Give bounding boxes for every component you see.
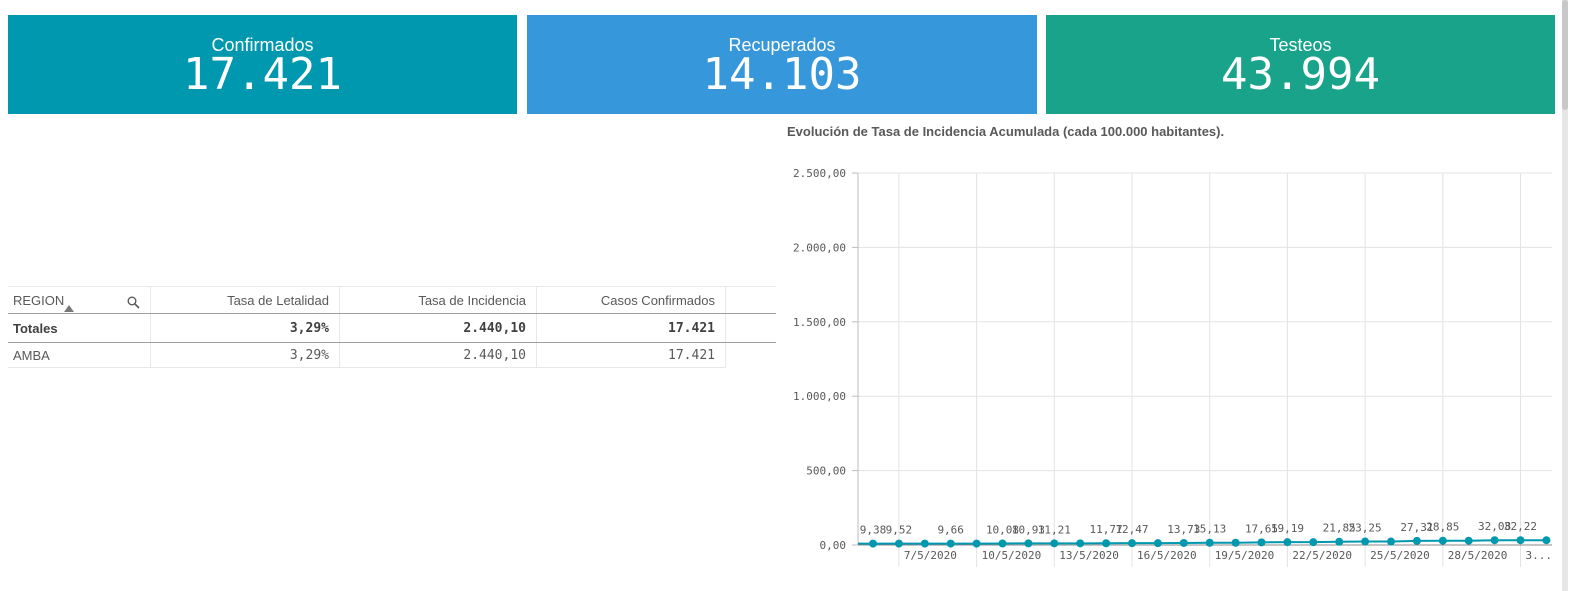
data-label: 28,85 bbox=[1426, 521, 1459, 534]
kpi-label: Confirmados bbox=[211, 35, 314, 55]
data-point bbox=[1490, 536, 1499, 545]
data-label: 10,93 bbox=[1012, 523, 1045, 536]
data-label: 19,19 bbox=[1271, 522, 1304, 535]
data-point bbox=[1335, 537, 1344, 546]
row-confirmados: 17.421 bbox=[536, 342, 726, 368]
data-label: 15,13 bbox=[1193, 523, 1226, 536]
col-header-confirmados[interactable]: Casos Confirmados bbox=[536, 286, 726, 314]
totals-letalidad: 3,29% bbox=[150, 313, 340, 343]
data-label: 11,77 bbox=[1090, 523, 1123, 536]
kpi-label: Testeos bbox=[1269, 35, 1332, 55]
data-point bbox=[1205, 538, 1214, 547]
totals-incidencia: 2.440,10 bbox=[339, 313, 537, 343]
sort-ascending-icon[interactable] bbox=[64, 305, 74, 312]
region-table: REGION Tasa de Letalidad Tasa de Inciden… bbox=[8, 286, 776, 368]
y-tick-label: 1.500,00 bbox=[793, 316, 846, 329]
col-header-letalidad[interactable]: Tasa de Letalidad bbox=[150, 286, 340, 314]
data-point bbox=[1050, 539, 1059, 548]
col-header-region[interactable]: REGION bbox=[8, 286, 151, 314]
kpi-recuperados[interactable]: Recuperados 14.103 bbox=[527, 15, 1037, 114]
y-tick-label: 500,00 bbox=[806, 465, 846, 478]
kpi-testeos[interactable]: Testeos 43.994 bbox=[1046, 15, 1555, 114]
data-point bbox=[1179, 538, 1188, 547]
y-tick-label: 0,00 bbox=[820, 539, 847, 552]
data-label: 10,08 bbox=[986, 524, 1019, 537]
y-tick-label: 2.000,00 bbox=[793, 241, 846, 254]
col-header-label: REGION bbox=[13, 292, 65, 308]
filler-cell bbox=[725, 342, 776, 368]
totals-label: Totales bbox=[8, 313, 151, 343]
data-point bbox=[972, 539, 981, 548]
x-tick-label: 22/5/2020 bbox=[1292, 549, 1352, 562]
data-point bbox=[1361, 537, 1370, 546]
y-tick-label: 2.500,00 bbox=[793, 167, 846, 180]
data-point bbox=[1464, 536, 1473, 545]
data-point bbox=[1102, 539, 1111, 548]
x-tick-label: 25/5/2020 bbox=[1370, 549, 1430, 562]
data-label: 27,31 bbox=[1400, 521, 1433, 534]
data-point bbox=[1412, 536, 1421, 545]
kpi-value: 17.421 bbox=[183, 49, 342, 100]
col-header-filler bbox=[725, 286, 776, 314]
data-label: 32,22 bbox=[1504, 520, 1537, 533]
row-region[interactable]: AMBA bbox=[8, 342, 151, 368]
totals-confirmados: 17.421 bbox=[536, 313, 726, 343]
data-point bbox=[1387, 537, 1395, 546]
x-tick-label: 10/5/2020 bbox=[982, 549, 1042, 562]
data-point bbox=[1231, 538, 1240, 547]
x-tick-label: 28/5/2020 bbox=[1448, 549, 1508, 562]
kpi-value: 14.103 bbox=[702, 49, 862, 100]
data-label: 13,73 bbox=[1167, 523, 1200, 536]
kpi-value: 43.994 bbox=[1221, 49, 1380, 100]
data-point bbox=[1076, 539, 1085, 548]
series-line bbox=[858, 539, 1547, 545]
vertical-scrollbar[interactable] bbox=[1562, 0, 1568, 591]
data-point bbox=[1283, 538, 1292, 547]
data-point bbox=[1516, 536, 1525, 545]
data-point bbox=[869, 539, 877, 548]
kpi-label: Recuperados bbox=[728, 35, 836, 55]
data-label: 23,25 bbox=[1349, 522, 1382, 535]
data-point bbox=[998, 539, 1007, 548]
data-label: 12,47 bbox=[1115, 523, 1148, 536]
data-point bbox=[894, 539, 903, 548]
data-point bbox=[1257, 538, 1266, 547]
x-tick-label: 16/5/2020 bbox=[1137, 549, 1197, 562]
data-label: 9,66 bbox=[937, 524, 964, 537]
data-point bbox=[1438, 536, 1447, 545]
x-tick-label: 19/5/2020 bbox=[1215, 549, 1275, 562]
row-incidencia: 2.440,10 bbox=[339, 342, 537, 368]
incidence-line-chart[interactable]: 0,00 500,00 1.000,00 1.500,00 2.000,00 2.500,… bbox=[780, 155, 1560, 591]
data-point bbox=[946, 539, 955, 548]
search-icon[interactable] bbox=[127, 296, 140, 309]
data-point bbox=[1309, 538, 1318, 547]
data-point bbox=[1128, 539, 1136, 548]
filler-cell bbox=[725, 313, 776, 343]
data-label: 21,85 bbox=[1323, 522, 1356, 535]
data-label: 9,52 bbox=[886, 524, 913, 537]
data-point bbox=[1542, 536, 1551, 545]
y-tick-label: 1.000,00 bbox=[793, 390, 846, 403]
col-header-incidencia[interactable]: Tasa de Incidencia bbox=[339, 286, 537, 314]
totals-row: Totales 3,29% 2.440,10 17.421 bbox=[8, 313, 776, 343]
x-tick-label: 3... bbox=[1526, 549, 1553, 562]
data-label: 9,38 bbox=[860, 524, 887, 537]
chart-title: Evolución de Tasa de Incidencia Acumulad… bbox=[787, 124, 1225, 139]
row-letalidad: 3,29% bbox=[150, 342, 340, 368]
x-tick-label: 13/5/2020 bbox=[1059, 549, 1119, 562]
data-label: 11,21 bbox=[1038, 523, 1071, 536]
x-tick-label: 7/5/2020 bbox=[904, 549, 957, 562]
scrollbar-thumb[interactable] bbox=[1562, 0, 1568, 110]
table-row[interactable]: AMBA 3,29% 2.440,10 17.421 bbox=[8, 342, 776, 368]
data-point bbox=[1024, 539, 1033, 548]
kpi-confirmados[interactable]: Confirmados 17.421 bbox=[8, 15, 517, 114]
data-label: 17,65 bbox=[1245, 522, 1278, 535]
data-point bbox=[1153, 539, 1162, 548]
data-label: 32,08 bbox=[1478, 520, 1511, 533]
data-point bbox=[920, 539, 929, 548]
